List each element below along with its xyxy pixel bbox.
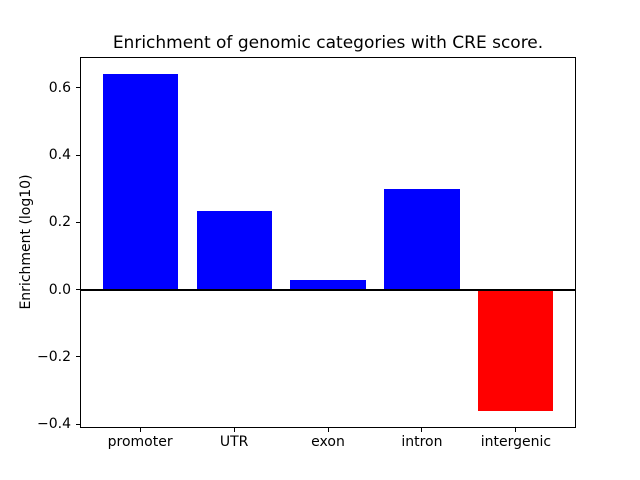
- x-tick-label-UTR: UTR: [219, 433, 249, 450]
- chart-title: Enrichment of genomic categories with CR…: [112, 33, 544, 53]
- y-tick-mark: [76, 289, 80, 291]
- zero-line: [80, 288, 576, 291]
- y-tick-label: 0.2: [48, 214, 71, 231]
- y-tick-label: 0.0: [48, 281, 71, 298]
- y-tick-mark: [76, 154, 80, 156]
- y-tick-mark: [76, 423, 80, 425]
- x-tick-label-exon: exon: [311, 433, 345, 450]
- x-tick-label-intergenic: intergenic: [480, 433, 552, 450]
- x-tick-mark: [233, 427, 235, 432]
- y-tick-label: 0.4: [48, 147, 71, 163]
- y-tick-label: −0.2: [37, 348, 71, 365]
- x-tick-label-promoter: promoter: [107, 433, 173, 450]
- x-tick-mark: [139, 427, 141, 432]
- y-tick-mark: [76, 87, 80, 89]
- bar-intergenic: [478, 289, 554, 411]
- x-tick-mark: [421, 427, 423, 432]
- bar-UTR: [196, 210, 272, 290]
- x-tick-mark: [327, 427, 329, 432]
- bar-exon: [290, 279, 366, 290]
- bar-intron: [384, 188, 460, 290]
- y-tick-mark: [76, 356, 80, 358]
- y-tick-label: 0.6: [48, 79, 71, 96]
- bar-promoter: [102, 74, 178, 290]
- y-tick-mark: [76, 221, 80, 223]
- y-tick-label: −0.4: [37, 416, 71, 433]
- x-tick-label-intron: intron: [401, 433, 443, 450]
- x-tick-mark: [515, 427, 517, 432]
